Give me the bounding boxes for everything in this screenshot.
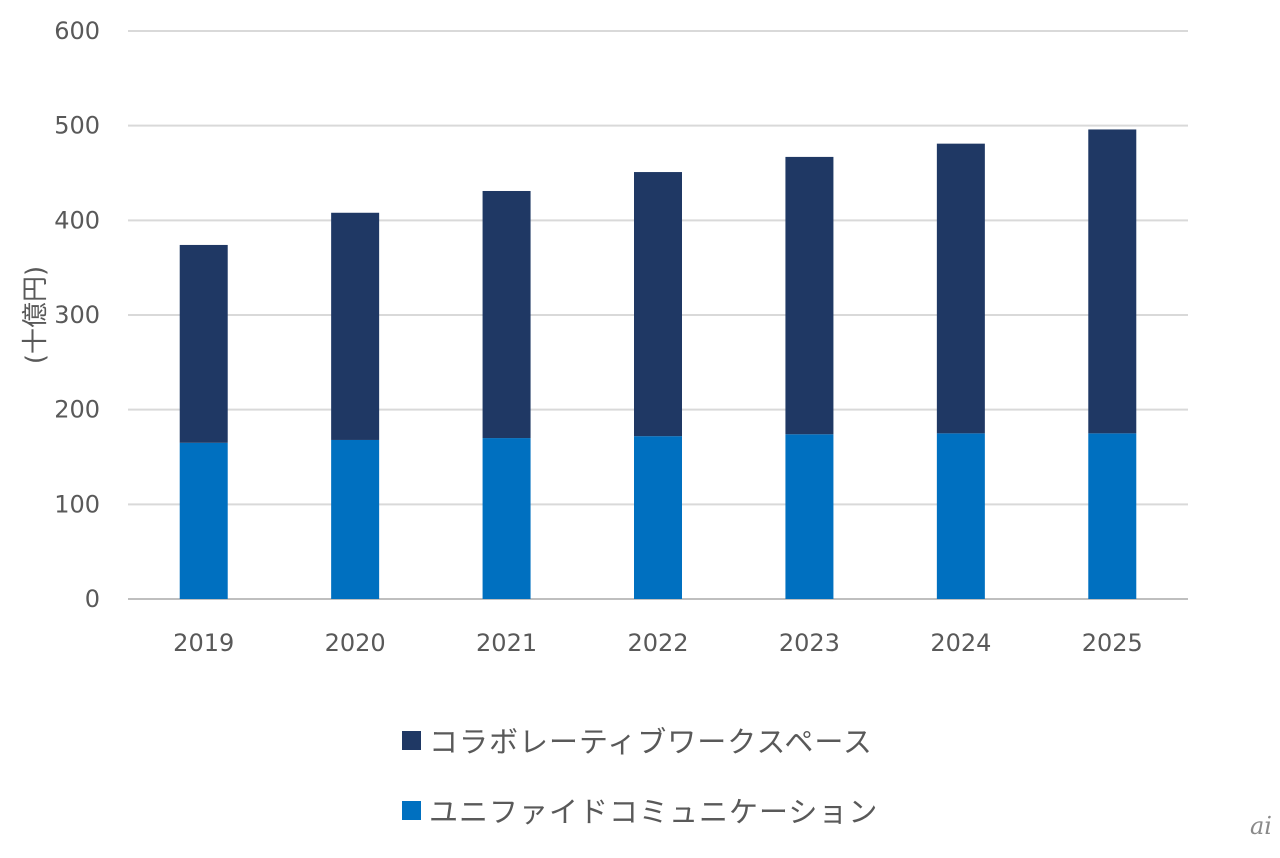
legend-label: ユニファイドコミュニケーション: [429, 795, 879, 829]
legend-item-collaborative-workspace: コラボレーティブワークスペース: [402, 718, 878, 762]
bar-2023-series-1: [785, 156, 834, 435]
x-tick-label: 2019: [173, 629, 234, 657]
x-tick-label: 2024: [930, 629, 991, 657]
legend: コラボレーティブワークスペース ユニファイドコミュニケーション: [402, 718, 878, 858]
bar-2024-series-1: [936, 143, 985, 434]
y-tick-label: 0: [85, 585, 100, 613]
y-axis-label: (十億円): [21, 266, 51, 364]
bar-2022-series-0: [634, 436, 682, 599]
y-tick-label: 200: [54, 396, 100, 424]
bar-2024-series-0: [936, 433, 985, 599]
bars: [179, 129, 1137, 599]
bar-2025-series-0: [1088, 433, 1137, 599]
y-tick-label: 600: [54, 17, 100, 45]
y-axis-ticks: 0 100 200 300 400 500 600: [54, 17, 100, 613]
legend-swatch: [402, 800, 421, 820]
x-tick-label: 2023: [779, 629, 840, 657]
bar-2025-series-1: [1088, 129, 1137, 434]
bar-2020-series-1: [331, 212, 380, 440]
y-tick-label: 400: [54, 206, 100, 234]
y-tick-label: 100: [54, 490, 100, 518]
bar-2021-series-0: [482, 438, 531, 599]
x-tick-label: 2022: [627, 629, 688, 657]
y-tick-label: 300: [54, 301, 100, 329]
x-tick-label: 2021: [476, 629, 537, 657]
y-tick-label: 500: [54, 112, 100, 140]
legend-swatch: [402, 730, 421, 750]
bar-2019-series-1: [179, 244, 228, 443]
watermark-logo: ai: [1250, 812, 1272, 840]
bar-2019-series-0: [179, 442, 228, 599]
legend-item-unified-communication: ユニファイドコミュニケーション: [402, 788, 878, 832]
bar-2021-series-1: [482, 190, 531, 439]
bar-2022-series-1: [634, 172, 682, 437]
chart-canvas: 0 100 200 300 400 500 600 2019 2020 2021 2022 2023…: [21, 17, 1188, 657]
legend-label: コラボレーティブワークスペース: [429, 725, 873, 759]
bar-2020-series-0: [331, 439, 380, 599]
bar-2023-series-0: [785, 434, 834, 599]
x-axis-ticks: 2019 2020 2021 2022 2023 2024 2025: [173, 629, 1143, 657]
x-tick-label: 2020: [325, 629, 386, 657]
x-tick-label: 2025: [1082, 629, 1143, 657]
